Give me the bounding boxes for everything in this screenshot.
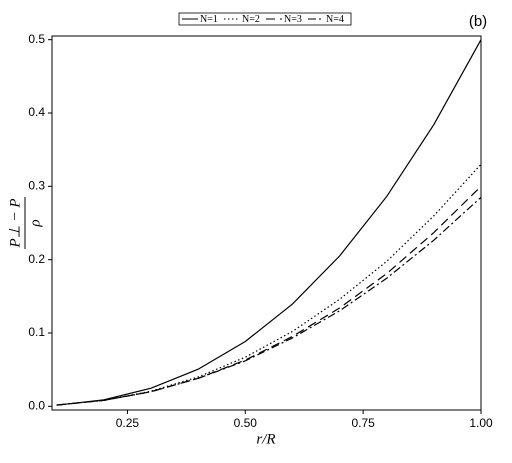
y-axis-label: P⊥ − P ρ	[7, 197, 43, 249]
annotation: (b)	[469, 13, 487, 30]
y-label-denominator: ρ	[27, 219, 43, 227]
y-label-numerator: P⊥ − P	[7, 198, 23, 248]
y-tick-label: 0.4	[28, 105, 45, 119]
y-tick-label: 0.3	[28, 179, 45, 193]
x-tick-label: 1.00	[469, 416, 493, 430]
legend-label: N=2	[242, 14, 260, 25]
legend-label: N=4	[326, 14, 344, 25]
series-line	[56, 163, 482, 406]
legend-label: N=3	[284, 14, 302, 25]
x-tick-label: 0.50	[234, 416, 258, 430]
legend-label: N=1	[200, 14, 218, 25]
y-tick-label: 0.1	[28, 325, 45, 339]
series-line	[56, 196, 482, 406]
x-tick-label: 0.25	[116, 416, 140, 430]
series-line	[56, 185, 482, 406]
x-axis-label: r/R	[256, 431, 275, 447]
y-tick-label: 0.5	[28, 32, 45, 46]
legend: N=1 N=2 N=3 N=4	[178, 12, 352, 26]
y-tick-label: 0.0	[28, 399, 45, 413]
y-tick-label: 0.2	[28, 252, 45, 266]
legend-box	[178, 12, 352, 26]
x-tick-label: 0.75	[351, 416, 375, 430]
series-line	[56, 39, 482, 406]
plot-frame	[51, 35, 482, 411]
